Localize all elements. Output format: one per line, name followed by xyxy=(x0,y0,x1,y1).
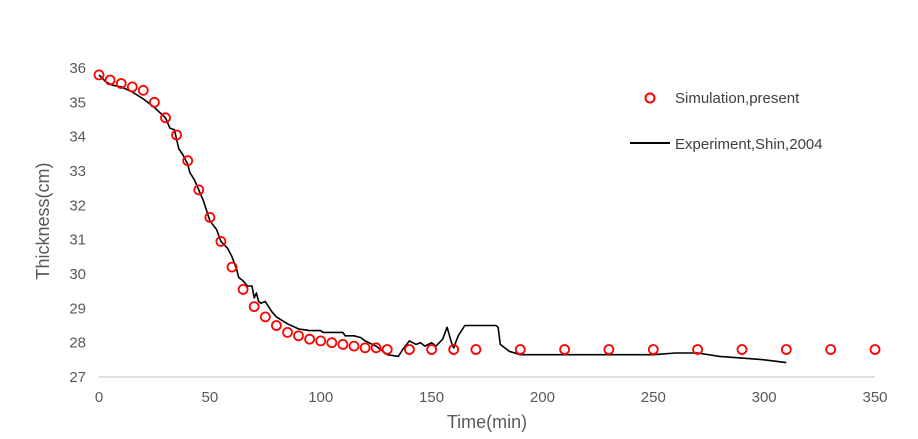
y-tick-label: 30 xyxy=(69,266,86,283)
simulation-point xyxy=(780,344,792,355)
y-tick-label: 36 xyxy=(69,60,86,77)
legend-experiment-label: Experiment,Shin,2004 xyxy=(675,136,823,153)
simulation-point xyxy=(736,344,748,355)
x-tick-label: 50 xyxy=(202,389,219,406)
simulation-point xyxy=(193,184,205,196)
simulation-series xyxy=(93,69,881,355)
y-tick-label: 28 xyxy=(69,335,86,352)
simulation-point xyxy=(426,344,438,355)
simulation-point xyxy=(248,301,260,313)
simulation-point xyxy=(270,320,282,331)
simulation-point xyxy=(603,344,615,355)
simulation-point xyxy=(282,326,293,338)
simulation-point xyxy=(825,344,837,355)
simulation-point xyxy=(403,344,415,355)
simulation-point xyxy=(514,344,526,355)
simulation-point xyxy=(137,84,149,96)
x-tick-label: 0 xyxy=(95,389,103,406)
legend-simulation-label: Simulation,present xyxy=(675,90,800,107)
simulation-point xyxy=(348,340,360,352)
x-tick-label: 350 xyxy=(862,389,887,406)
simulation-point xyxy=(237,283,249,295)
y-tick-label: 31 xyxy=(69,232,86,249)
x-tick-label: 300 xyxy=(752,389,777,406)
experiment-series xyxy=(98,74,787,364)
simulation-point xyxy=(104,74,116,86)
legend-simulation-marker xyxy=(644,92,656,104)
simulation-point xyxy=(381,344,393,355)
simulation-point xyxy=(204,211,216,223)
simulation-point xyxy=(215,235,227,247)
simulation-point xyxy=(304,333,316,345)
y-tick-labels: 27 28 29 30 31 32 33 34 35 36 xyxy=(69,60,86,386)
simulation-point xyxy=(293,330,304,342)
simulation-point xyxy=(160,112,171,124)
simulation-point xyxy=(448,344,460,355)
simulation-point xyxy=(370,342,382,354)
simulation-point xyxy=(315,335,327,347)
simulation-point xyxy=(337,338,349,350)
x-tick-label: 200 xyxy=(530,389,555,406)
y-tick-label: 29 xyxy=(69,300,86,317)
simulation-point xyxy=(171,129,183,141)
simulation-point xyxy=(869,344,881,355)
x-tick-label: 150 xyxy=(419,389,444,406)
simulation-point xyxy=(115,78,127,89)
simulation-point xyxy=(326,337,338,349)
x-tick-labels: 0 50 100 150 200 250 300 350 xyxy=(95,389,888,406)
simulation-point xyxy=(93,69,105,81)
simulation-point xyxy=(259,311,271,323)
x-tick-label: 250 xyxy=(641,389,666,406)
x-tick-label: 100 xyxy=(308,389,333,406)
simulation-point xyxy=(647,344,659,355)
simulation-point xyxy=(226,261,238,273)
y-tick-label: 32 xyxy=(69,197,86,214)
y-tick-label: 35 xyxy=(69,94,86,111)
y-tick-label: 34 xyxy=(69,129,86,146)
legend: Simulation,present Experiment,Shin,2004 xyxy=(630,90,823,153)
simulation-point xyxy=(470,344,482,355)
simulation-point xyxy=(692,344,703,355)
x-axis-title: Time(min) xyxy=(447,412,527,432)
experiment-line xyxy=(98,74,787,364)
y-axis-title: Thickness(cm) xyxy=(33,162,53,279)
simulation-point xyxy=(359,342,371,354)
simulation-point xyxy=(182,155,194,167)
simulation-point xyxy=(126,81,138,93)
y-tick-label: 33 xyxy=(69,163,86,180)
simulation-point xyxy=(559,344,570,355)
simulation-point xyxy=(148,96,160,108)
y-tick-label: 27 xyxy=(69,369,86,386)
